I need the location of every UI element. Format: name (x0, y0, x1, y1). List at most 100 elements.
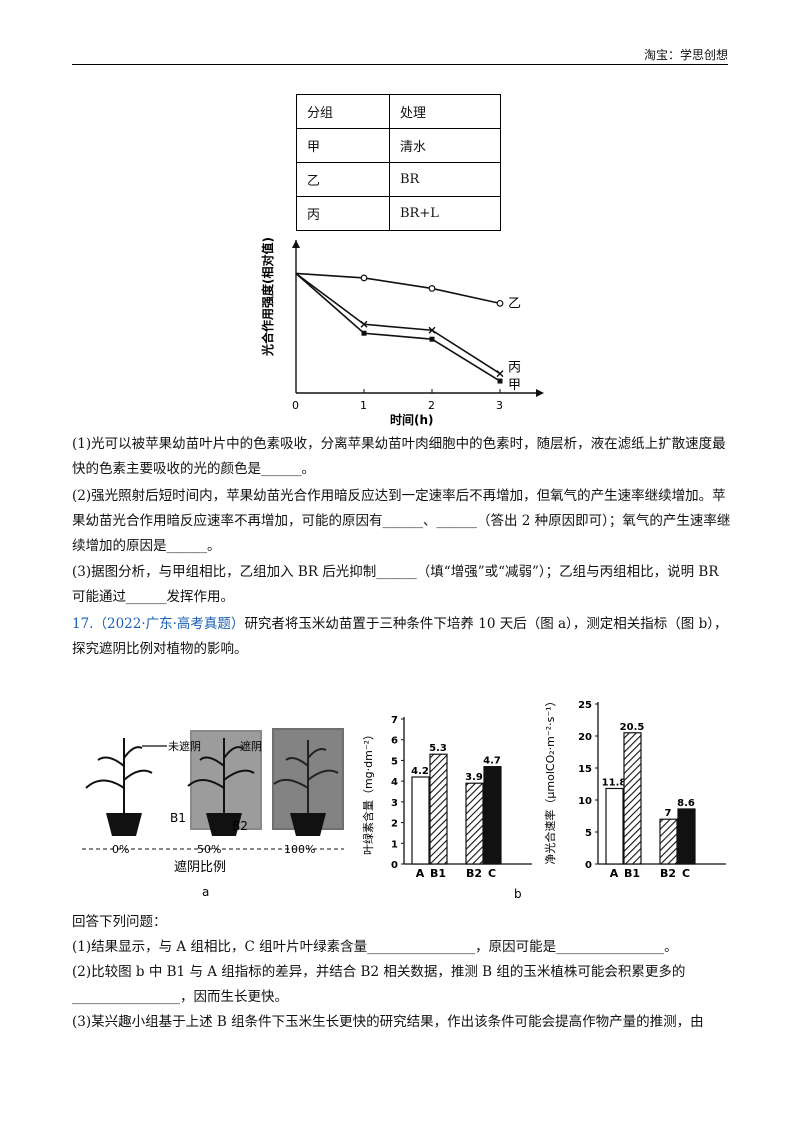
pct-50: 50% (197, 843, 221, 856)
table-cell: 处理 (389, 94, 501, 129)
label-unshaded: 未遮阴 (168, 739, 201, 753)
table-cell: 分组 (296, 94, 390, 129)
bar-value-label: 4.7 (483, 756, 501, 767)
series-label-2: 甲 (508, 378, 521, 393)
answer-1: (1)结果显示，与 A 组相比，C 组叶片叶绿素含量______________… (72, 939, 678, 955)
y-tick-label: 3 (391, 798, 398, 809)
data-point (361, 330, 367, 336)
bar-value-label: 8.6 (677, 798, 695, 809)
y-tick-label: 20 (578, 732, 592, 743)
axis-label-shade: 遮阴比例 (174, 859, 226, 875)
pot-b (206, 813, 242, 836)
bar-a (605, 787, 624, 865)
y-axis-arrow (292, 240, 300, 248)
photosynthesis-line-chart: 0 1 2 3 时间(h) 光合作用强度(相对值) 乙丙甲 (260, 237, 544, 427)
x-tick-label: 3 (496, 399, 503, 412)
series-line-2 (295, 272, 501, 382)
figure-a-plants: 未遮阴 遮阴 B1 B2 0% 50% 100% 遮阴比例 a (82, 728, 344, 899)
chlorophyll-bar-chart: 0 1 2 3 4 5 6 7 4.2 A 5.3 B1 3.9 B2 4.7 C 叶绿素含量（mg·dm⁻²） (361, 715, 532, 880)
y-tick-label: 10 (578, 796, 592, 807)
answers-intro: 回答下列问题： (72, 914, 167, 930)
category-label: C (488, 867, 496, 880)
category-label: B1 (624, 867, 640, 880)
answer-3: (3)某兴趣小组基于上述 B 组条件下玉米生长更快的研究结果，作出该条件可能会提… (72, 1014, 704, 1030)
x-tick-label: 1 (360, 399, 367, 412)
question-source: （2022·广东·高考真题） (93, 616, 245, 632)
page-header: 淘宝：学思创想 (72, 44, 728, 65)
header-text: 淘宝：学思创想 (643, 48, 728, 62)
y-axis-label: 净光合速率（μmolCO₂·m⁻²·s⁻¹） (543, 695, 557, 864)
figure-b-caption: b (514, 887, 522, 901)
bar-value-label: 3.9 (465, 772, 483, 783)
table-header-row: 分组 处理 (296, 94, 501, 129)
y-tick-label: 5 (585, 828, 592, 839)
y-tick-label: 2 (391, 819, 398, 830)
bar-value-label: 20.5 (620, 722, 645, 733)
pot-a (106, 813, 142, 836)
pct-100: 100% (284, 843, 315, 856)
table-row: 丙 BR+L (296, 196, 501, 231)
caption-a: a (202, 885, 209, 899)
bar-b1 (429, 753, 448, 865)
category-label: A (416, 867, 425, 880)
bar-value-label: 7 (665, 808, 672, 819)
q16-part2: (2)强光照射后短时间内，苹果幼苗光合作用暗反应达到一定速率后不再增加，但氧气的… (72, 488, 731, 554)
q16-part1: (1)光可以被苹果幼苗叶片中的色素吸收，分离苹果幼苗叶肉细胞中的色素时，随层析，… (72, 436, 726, 477)
series-label-1: 丙 (508, 361, 521, 376)
table-cell: 清水 (389, 128, 501, 163)
pot-c (290, 813, 326, 836)
answer-2: (2)比较图 b 中 B1 与 A 组指标的差异，并结合 B2 相关数据，推测 … (72, 964, 686, 1005)
y-axis-label: 光合作用强度(相对值) (260, 237, 275, 357)
data-point (496, 370, 504, 378)
data-point (429, 336, 435, 342)
question-text: 研究者将玉米幼苗置于三种条件下培养 10 天后（图 a），测定相关指标（图 b）… (72, 616, 728, 657)
x-tick-label: 0 (292, 399, 299, 412)
data-point (497, 378, 503, 384)
q16-part3: (3)据图分析，与甲组相比，乙组加入 BR 后光抑制______（填“增强”或“… (72, 564, 719, 605)
bar-value-label: 5.3 (429, 743, 447, 754)
series-line-1 (295, 272, 501, 375)
question-number: 17. (72, 616, 94, 632)
y-tick-label: 5 (391, 756, 398, 767)
svg-text:b: b (514, 887, 522, 901)
y-tick-label: 25 (578, 700, 592, 711)
y-tick-label: 0 (391, 860, 398, 871)
net-photosynthesis-bar-chart: 0 5 10 15 20 25 11.8 A 20.5 B1 7 B2 8.6 C 净光合速率（μmolCO… (543, 695, 726, 880)
bar-c (677, 808, 696, 865)
category-label: C (682, 867, 690, 880)
plant-a (85, 738, 153, 813)
data-point (360, 320, 368, 328)
data-point (496, 299, 504, 307)
bar-b2 (465, 782, 484, 865)
category-label: B2 (466, 867, 482, 880)
label-shaded: 遮阴 (240, 739, 262, 753)
series-label-0: 乙 (508, 296, 521, 311)
series-line-0 (295, 272, 501, 305)
y-tick-label: 0 (585, 860, 592, 871)
table-row: 乙 BR (296, 162, 501, 197)
bar-b1 (623, 732, 642, 865)
y-tick-label: 15 (578, 764, 592, 775)
x-axis-arrow (536, 389, 544, 397)
data-point (428, 326, 436, 334)
table-cell: BR (389, 162, 501, 197)
y-axis-label: 叶绿素含量（mg·dm⁻²） (361, 729, 375, 855)
data-point (360, 274, 368, 282)
plant-c (273, 740, 339, 813)
bar-c (483, 766, 502, 865)
label-b2: B2 (232, 819, 248, 833)
table-cell: 丙 (296, 196, 390, 231)
treatment-table: 分组 处理 甲清水 乙 BR 丙 BR+L (296, 94, 501, 231)
q17-stem: 17.（2022·广东·高考真题）研究者将玉米幼苗置于三种条件下培养 10 天后… (72, 612, 732, 662)
y-tick-label: 7 (391, 715, 398, 726)
table-cell: BR+L (389, 196, 501, 231)
bar-value-label: 4.2 (411, 766, 429, 777)
label-b1: B1 (170, 811, 186, 825)
x-tick-label: 2 (428, 399, 435, 412)
category-label: B1 (430, 867, 446, 880)
bar-b2 (659, 818, 678, 865)
table-cell: 甲 (296, 128, 390, 163)
plant-b (187, 738, 255, 813)
table-row: 甲清水 (296, 128, 501, 163)
bar-value-label: 11.8 (602, 777, 627, 788)
